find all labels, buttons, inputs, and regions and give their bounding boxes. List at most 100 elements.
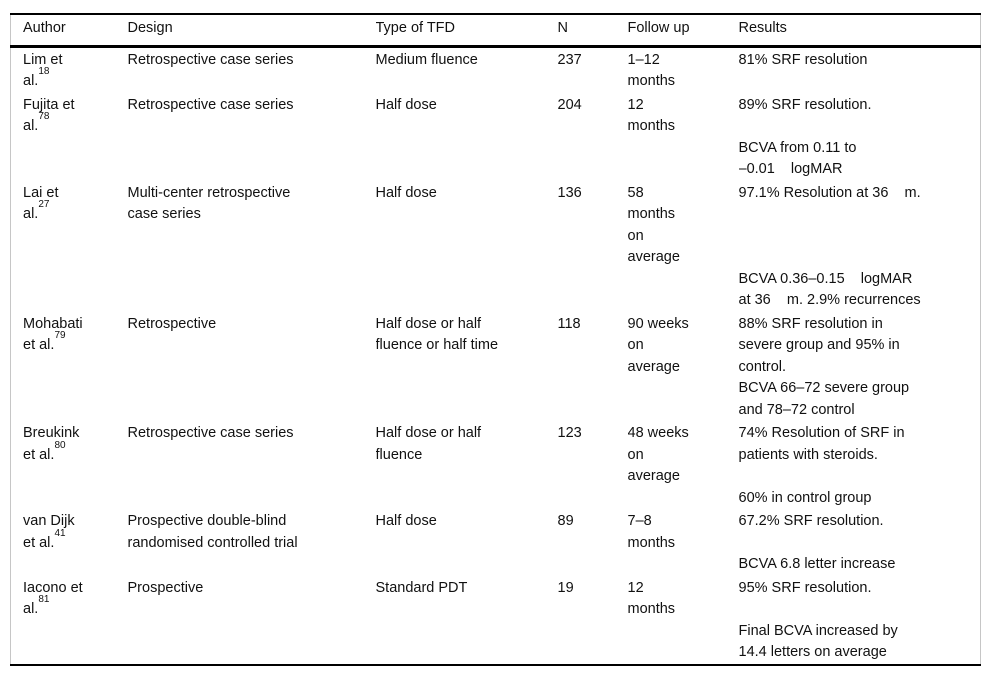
cell-empty bbox=[11, 269, 128, 312]
cell-results: 89% SRF resolution. bbox=[738, 96, 872, 113]
author-name-line2: al. bbox=[23, 73, 39, 89]
reference-superscript: 79 bbox=[54, 330, 66, 342]
header-row: Author Design Type of TFD N Follow up Re… bbox=[10, 14, 981, 48]
cell-empty bbox=[376, 621, 558, 665]
column-header-tfd: Type of TFD bbox=[375, 14, 558, 48]
cell-tfd: Half dose bbox=[375, 184, 437, 201]
author-name-line2: et al. bbox=[23, 446, 55, 463]
cell-empty bbox=[628, 488, 739, 510]
cell-empty bbox=[628, 269, 739, 312]
cell-results-continued: BCVA from 0.11 to –0.01 logMAR bbox=[738, 139, 857, 178]
cell-n: 123 bbox=[557, 425, 582, 441]
table-row: Lim et al.18 Retrospective case series Medi… bbox=[11, 46, 981, 93]
author-name-line2: al. bbox=[23, 206, 39, 222]
cell-author: Fujita et al.78 bbox=[11, 93, 128, 138]
table-row: van Dijk et al.41 Prospective double-blind… bbox=[11, 509, 981, 554]
cell-followup: 58 months on average bbox=[627, 184, 680, 266]
cell-empty bbox=[128, 621, 376, 665]
cell-tfd: Half dose bbox=[375, 513, 437, 529]
cell-empty bbox=[628, 138, 739, 181]
cell-results: 67.2% SRF resolution. bbox=[738, 513, 884, 529]
table-row: Lai et al.27 Multi-center retrospective ca… bbox=[11, 181, 981, 269]
author-name-line2: al. bbox=[23, 118, 39, 134]
cell-empty bbox=[628, 554, 739, 576]
author-name-line1: Lai et bbox=[23, 184, 59, 201]
cell-tfd: Standard PDT bbox=[375, 579, 468, 596]
table-row-results-continued: BCVA from 0.11 to –0.01 logMAR bbox=[11, 138, 981, 181]
table-header: Author Design Type of TFD N Follow up Re… bbox=[10, 14, 981, 48]
author-name-line2: et al. bbox=[23, 337, 55, 353]
reference-superscript: 81 bbox=[38, 594, 50, 606]
cell-tfd: Half dose bbox=[375, 96, 437, 113]
table-row-results-continued: 60% in control group bbox=[11, 488, 981, 510]
column-header-results: Results bbox=[738, 14, 981, 48]
cell-results-continued: 60% in control group bbox=[738, 489, 872, 506]
cell-tfd: Half dose or half fluence bbox=[375, 425, 482, 463]
reference-superscript: 41 bbox=[54, 527, 66, 539]
cell-author: Lim et al.18 bbox=[11, 46, 128, 93]
cell-design: Retrospective case series bbox=[127, 96, 294, 113]
cell-author: Breukink et al.80 bbox=[11, 421, 128, 488]
reference-superscript: 80 bbox=[54, 439, 66, 451]
cell-results-continued: BCVA 6.8 letter increase bbox=[738, 556, 896, 572]
cell-empty bbox=[628, 621, 739, 665]
cell-empty bbox=[11, 378, 128, 421]
author-name-line2: et al. bbox=[23, 534, 55, 551]
cell-empty bbox=[128, 554, 376, 576]
cell-empty bbox=[128, 488, 376, 510]
cell-followup: 48 weeks on average bbox=[627, 425, 689, 484]
cell-author: Mohabati et al.79 bbox=[11, 312, 128, 379]
author-name-line1: van Dijk bbox=[23, 513, 75, 529]
cell-empty bbox=[11, 621, 128, 665]
cell-followup: 7–8 months bbox=[627, 513, 676, 551]
cell-empty bbox=[558, 138, 628, 181]
cell-empty bbox=[376, 138, 558, 181]
reference-superscript: 18 bbox=[38, 66, 50, 78]
table-row-results-continued: BCVA 6.8 letter increase bbox=[11, 554, 981, 576]
author-name-line1: Breukink bbox=[23, 425, 80, 441]
cell-empty bbox=[128, 378, 376, 421]
cell-author: van Dijk et al.41 bbox=[11, 509, 128, 554]
cell-n: 118 bbox=[557, 315, 581, 332]
cell-results: 97.1% Resolution at 36 m. bbox=[738, 184, 921, 201]
cell-empty bbox=[558, 378, 628, 421]
cell-tfd: Half dose or half fluence or half time bbox=[375, 315, 499, 354]
table-body: Lim et al.18 Retrospective case series Medi… bbox=[11, 46, 981, 665]
table-row-results-continued: Final BCVA increased by 14.4 letters on … bbox=[11, 621, 981, 665]
cell-results: 81% SRF resolution bbox=[738, 51, 868, 68]
cell-n: 89 bbox=[557, 513, 574, 529]
cell-empty bbox=[558, 269, 628, 312]
cell-results: 88% SRF resolution in severe group and 9… bbox=[738, 315, 900, 375]
cell-n: 19 bbox=[557, 579, 574, 596]
cell-empty bbox=[376, 378, 558, 421]
cell-empty bbox=[558, 554, 628, 576]
cell-design: Prospective double-blind randomised cont… bbox=[127, 513, 298, 551]
author-name-line1: Fujita et bbox=[23, 96, 75, 113]
cell-empty bbox=[11, 488, 128, 510]
table-row: Iacono et al.81 Prospective Standard PDT 19 1… bbox=[11, 576, 981, 621]
cell-followup: 90 weeks on average bbox=[627, 315, 689, 375]
cell-author: Lai et al.27 bbox=[11, 181, 128, 269]
cell-empty bbox=[128, 269, 376, 312]
cell-design: Prospective bbox=[127, 579, 204, 596]
table-row: Breukink et al.80 Retrospective case serie… bbox=[11, 421, 981, 488]
cell-followup: 12 months bbox=[627, 96, 676, 135]
table-row-results-continued: BCVA 0.36–0.15 logMAR at 36 m. 2.9% recu… bbox=[11, 269, 981, 312]
cell-n: 237 bbox=[557, 51, 582, 68]
cell-author: Iacono et al.81 bbox=[11, 576, 128, 621]
author-name-line2: al. bbox=[23, 601, 39, 617]
cell-empty bbox=[558, 621, 628, 665]
cell-empty bbox=[11, 138, 128, 181]
table-row-results-continued: BCVA 66–72 severe group and 78–72 contro… bbox=[11, 378, 981, 421]
cell-empty bbox=[558, 488, 628, 510]
cell-followup: 1–12 months bbox=[627, 51, 676, 90]
reference-superscript: 78 bbox=[38, 111, 50, 123]
cell-n: 204 bbox=[557, 96, 582, 113]
column-header-followup: Follow up bbox=[627, 14, 739, 48]
cell-empty bbox=[376, 269, 558, 312]
cell-empty bbox=[376, 488, 558, 510]
cell-results: 95% SRF resolution. bbox=[738, 579, 872, 596]
cell-empty bbox=[628, 378, 739, 421]
cell-empty bbox=[376, 554, 558, 576]
column-header-author: Author bbox=[10, 14, 128, 48]
